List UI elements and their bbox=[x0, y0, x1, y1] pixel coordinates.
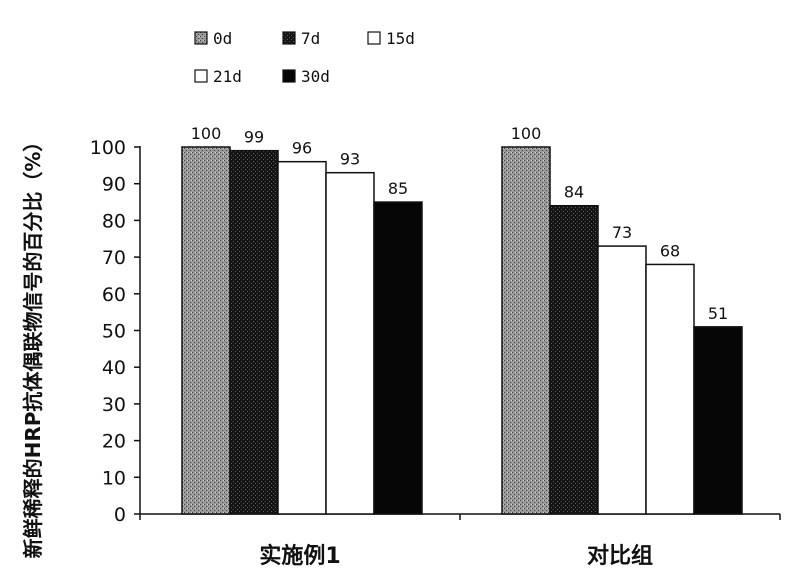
data-label: 99 bbox=[244, 128, 264, 147]
legend: 0d 7d 15d 21d 30d bbox=[194, 29, 415, 86]
legend-label: 30d bbox=[301, 67, 330, 86]
bar bbox=[181, 146, 231, 515]
bar bbox=[645, 263, 695, 515]
y-tick-label: 80 bbox=[102, 210, 126, 232]
y-tick-label: 20 bbox=[102, 431, 126, 453]
data-label: 100 bbox=[191, 124, 222, 143]
bar bbox=[549, 204, 599, 515]
y-tick-label: 90 bbox=[102, 174, 126, 196]
data-label: 51 bbox=[708, 304, 728, 323]
y-tick-label: 10 bbox=[102, 467, 126, 489]
legend-label: 7d bbox=[301, 29, 320, 48]
legend-swatch bbox=[194, 31, 208, 45]
legend-swatch bbox=[282, 31, 296, 45]
legend-label: 15d bbox=[386, 29, 415, 48]
y-tick-label: 40 bbox=[102, 357, 126, 379]
data-label: 73 bbox=[612, 223, 632, 242]
legend-label: 0d bbox=[213, 29, 232, 48]
y-axis-label: 新鲜稀释的HRP抗体偶联物信号的百分比（%） bbox=[21, 132, 45, 559]
bar bbox=[325, 171, 375, 515]
data-label: 84 bbox=[564, 183, 584, 202]
legend-swatch bbox=[367, 31, 381, 45]
legend-label: 21d bbox=[213, 67, 242, 86]
bar bbox=[373, 201, 423, 515]
data-label: 68 bbox=[660, 241, 680, 260]
bar bbox=[597, 245, 647, 515]
bar bbox=[229, 149, 279, 515]
data-label: 100 bbox=[511, 124, 542, 143]
bars bbox=[181, 146, 743, 515]
bar bbox=[277, 160, 327, 515]
data-label: 93 bbox=[340, 150, 360, 169]
bar bbox=[693, 326, 743, 515]
y-tick-label: 0 bbox=[114, 504, 126, 526]
data-labels: 100 99 96 93 85 100 84 73 68 51 bbox=[191, 124, 728, 323]
category-label: 实施例1 bbox=[259, 543, 340, 569]
axes: 0 10 20 30 40 50 60 70 80 90 100 实施例1 对比组 bbox=[90, 137, 781, 569]
legend-swatch bbox=[282, 69, 296, 83]
y-tick-label: 100 bbox=[90, 137, 126, 159]
data-label: 85 bbox=[388, 179, 408, 198]
bar bbox=[501, 146, 551, 515]
y-tick-label: 60 bbox=[102, 284, 126, 306]
data-label: 96 bbox=[292, 139, 312, 158]
y-tick-label: 30 bbox=[102, 394, 126, 416]
y-tick-label: 70 bbox=[102, 247, 126, 269]
y-tick-label: 50 bbox=[102, 321, 126, 343]
legend-swatch bbox=[194, 69, 208, 83]
category-label: 对比组 bbox=[587, 543, 653, 569]
